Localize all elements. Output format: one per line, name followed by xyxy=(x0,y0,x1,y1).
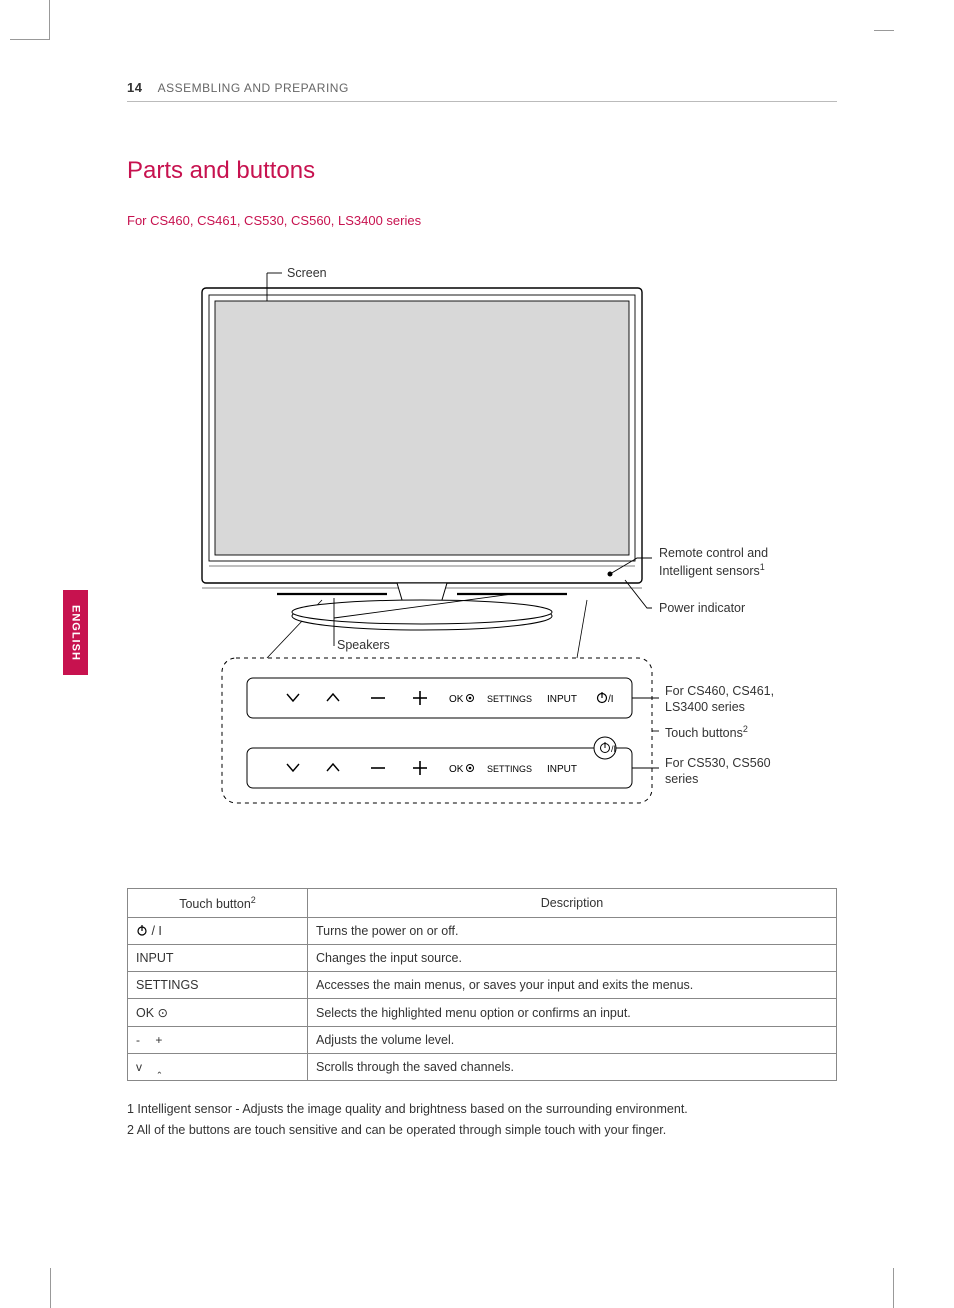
table-cell-desc: Scrolls through the saved channels. xyxy=(308,1054,837,1081)
svg-text:INPUT: INPUT xyxy=(547,694,577,705)
footnote-2: 2 All of the buttons are touch sensitive… xyxy=(127,1120,837,1141)
table-row: v ꞈ Scrolls through the saved channels. xyxy=(128,1054,837,1081)
page-content: 14 ASSEMBLING AND PREPARING Parts and bu… xyxy=(127,80,837,1142)
table-cell-desc: Selects the highlighted menu option or c… xyxy=(308,999,837,1027)
svg-text:OK: OK xyxy=(449,694,464,705)
svg-text:INPUT: INPUT xyxy=(547,764,577,775)
table-row: SETTINGS Accesses the main menus, or sav… xyxy=(128,972,837,999)
svg-text:/I: /I xyxy=(611,744,616,754)
table-cell-desc: Changes the input source. xyxy=(308,945,837,972)
page-header: 14 ASSEMBLING AND PREPARING xyxy=(127,80,837,102)
diagram-label-power-indicator: Power indicator xyxy=(659,601,745,617)
tv-diagram: OK SETTINGS INPUT /I OK xyxy=(127,258,837,818)
section-title: ASSEMBLING AND PREPARING xyxy=(158,81,349,95)
table-row: OK ⊙ Selects the highlighted menu option… xyxy=(128,999,837,1027)
footnote-1: 1 Intelligent sensor - Adjusts the image… xyxy=(127,1099,837,1120)
crop-mark xyxy=(874,30,894,31)
svg-text:SETTINGS: SETTINGS xyxy=(487,694,532,704)
svg-text:OK: OK xyxy=(449,764,464,775)
table-cell-button: v ꞈ xyxy=(128,1054,308,1081)
crop-mark xyxy=(50,1268,51,1308)
table-cell-button: INPUT xyxy=(128,945,308,972)
table-row: - + Adjusts the volume level. xyxy=(128,1027,837,1054)
language-tab-label: ENGLISH xyxy=(70,605,82,661)
diagram-label-screen: Screen xyxy=(287,266,327,282)
table-cell-button: OK ⊙ xyxy=(128,999,308,1027)
diagram-label-touch-buttons: Touch buttons2 xyxy=(665,724,748,742)
diagram-label-variant-a: For CS460, CS461, LS3400 series xyxy=(665,684,805,715)
crop-mark xyxy=(10,0,50,40)
table-row: INPUT Changes the input source. xyxy=(128,945,837,972)
table-cell-button: SETTINGS xyxy=(128,972,308,999)
language-tab: ENGLISH xyxy=(63,590,88,675)
svg-text:SETTINGS: SETTINGS xyxy=(487,764,532,774)
table-header-button: Touch button2 xyxy=(128,889,308,918)
page-title: Parts and buttons xyxy=(127,157,837,185)
table-cell-desc: Adjusts the volume level. xyxy=(308,1027,837,1054)
table-row: / I Turns the power on or off. xyxy=(128,918,837,945)
diagram-label-variant-b: For CS530, CS560 series xyxy=(665,756,805,787)
table-cell-desc: Turns the power on or off. xyxy=(308,918,837,945)
power-icon xyxy=(136,924,148,936)
touch-button-table: Touch button2 Description / I Turns the … xyxy=(127,888,837,1081)
table-cell-button: - + xyxy=(128,1027,308,1054)
crop-mark xyxy=(893,1268,894,1308)
table-header-description: Description xyxy=(308,889,837,918)
diagram-label-sensors: Remote control and Intelligent sensors1 xyxy=(659,546,819,579)
model-subtitle: For CS460, CS461, CS530, CS560, LS3400 s… xyxy=(127,213,837,228)
page-number: 14 xyxy=(127,80,142,95)
svg-text:/I: /I xyxy=(608,694,614,705)
table-cell-button: / I xyxy=(128,918,308,945)
table-cell-desc: Accesses the main menus, or saves your i… xyxy=(308,972,837,999)
diagram-label-speakers: Speakers xyxy=(337,638,390,654)
